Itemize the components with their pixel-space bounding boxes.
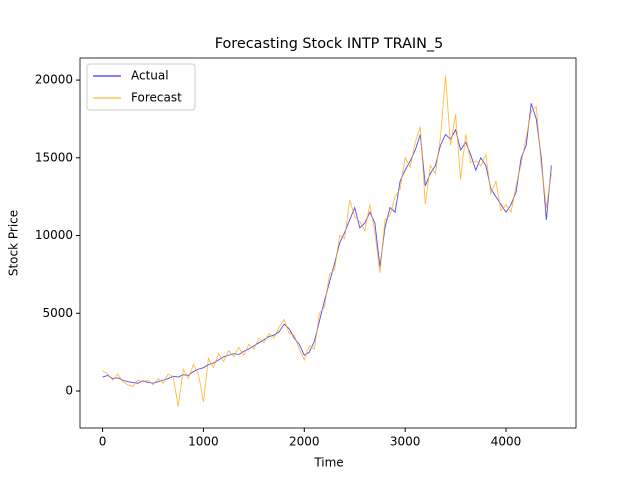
y-axis-label: Stock Price [7, 210, 21, 276]
x-axis-label: Time [313, 456, 343, 470]
plot-frame [79, 57, 577, 429]
x-tick-label: 4000 [491, 435, 522, 449]
legend-label: Forecast [131, 91, 182, 105]
x-tick-label: 3000 [390, 435, 421, 449]
series-line [102, 75, 552, 407]
y-tick-label: 5000 [42, 306, 73, 320]
chart-title: Forecasting Stock INTP TRAIN_5 [215, 36, 444, 52]
x-tick-label: 1000 [188, 435, 219, 449]
y-tick-label: 15000 [35, 150, 73, 164]
y-tick-label: 20000 [35, 73, 73, 87]
y-tick-label: 0 [65, 384, 73, 398]
series-line [102, 103, 552, 384]
x-tick-label: 2000 [289, 435, 320, 449]
legend: Actual Forecast [86, 63, 196, 111]
legend-label: Actual [131, 69, 169, 83]
y-tick-label: 10000 [35, 228, 73, 242]
x-tick-label: 0 [99, 435, 107, 449]
